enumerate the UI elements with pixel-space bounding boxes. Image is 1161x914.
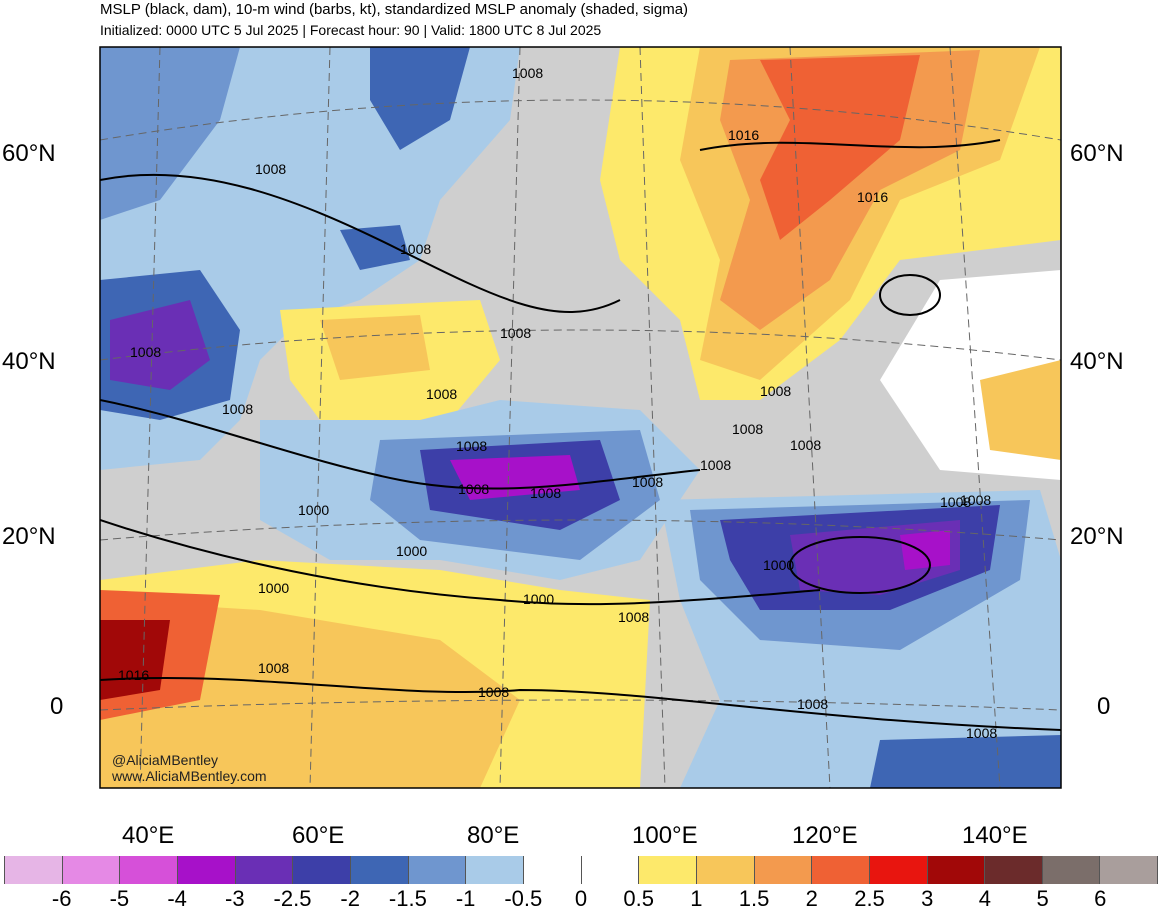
- isobar-label: 1008: [400, 241, 431, 257]
- colorbar-tick-label: 0: [574, 886, 588, 911]
- colorbar-segment: [581, 856, 640, 884]
- colorbar-segment: [523, 856, 582, 884]
- isobar-label: 1008: [760, 383, 791, 399]
- lat-label-right-40: 40°N: [1070, 348, 1124, 375]
- colorbar-tick-label: -2.5: [273, 886, 312, 911]
- lat-label-left-0: 0: [50, 693, 64, 720]
- isobar-label: 1008: [456, 438, 487, 454]
- lat-label-left-40: 40°N: [2, 348, 56, 375]
- colorbar-segment: [235, 856, 294, 884]
- isobar-label: 1000: [763, 557, 794, 573]
- lat-label-left-60: 60°N: [2, 140, 56, 167]
- isobar-label: 1000: [258, 580, 289, 596]
- isobar-label: 1008: [500, 325, 531, 341]
- lon-label-140e: 140°E: [962, 822, 1028, 849]
- colorbar-tick-label: 2.5: [854, 886, 885, 911]
- colorbar-segment: [350, 856, 409, 884]
- isobar-label: 1000: [396, 543, 427, 559]
- colorbar-segment: [696, 856, 755, 884]
- colorbar-tick-label: 4: [978, 886, 992, 911]
- lat-label-right-60: 60°N: [1070, 140, 1124, 167]
- colorbar-tick-label: -2: [340, 886, 360, 911]
- isobar-label: 1008: [790, 437, 821, 453]
- colorbar-tick-label: 2: [805, 886, 818, 911]
- colorbar-segment: [62, 856, 121, 884]
- colorbar-tick-label: -1.5: [388, 886, 427, 911]
- isobar-label: 1008: [478, 684, 509, 700]
- lon-label-120e: 120°E: [792, 822, 858, 849]
- colorbar-tick-label: -6: [51, 886, 72, 911]
- isobar-label: 1000: [298, 502, 329, 518]
- colorbar-segment: [120, 856, 178, 884]
- credit-handle: @AliciaMBentley: [112, 752, 219, 768]
- isobar-label: 1016: [857, 189, 888, 205]
- colorbar-tick-label: -1: [455, 886, 476, 911]
- colorbar-tick-label: -4: [167, 886, 187, 911]
- isobar-label: 1008: [960, 492, 991, 508]
- isobar-label: 1008: [426, 386, 457, 402]
- isobar-label: 1008: [258, 660, 289, 676]
- colorbar-tick-label: -0.5: [504, 886, 543, 911]
- map-frame: [99, 46, 1062, 789]
- colorbar-segment: [4, 856, 63, 884]
- colorbar-tick-label: 1: [690, 886, 703, 911]
- isobar-label: 1008: [966, 725, 997, 741]
- isobar-label: 1008: [458, 481, 489, 497]
- chart-subtitle: Initialized: 0000 UTC 5 Jul 2025 | Forec…: [100, 22, 602, 38]
- isobar-label: 1008: [940, 494, 971, 510]
- isobar-label: 1008: [618, 609, 649, 625]
- colorbar-segment: [754, 856, 813, 884]
- colorbar-segment: [1042, 856, 1101, 884]
- colorbar-tick-label: 3: [921, 886, 934, 911]
- lat-label-right-20: 20°N: [1070, 523, 1124, 550]
- isobars: [100, 139, 1061, 731]
- isobar-label: 1008: [700, 457, 731, 473]
- isobar-label: 1008: [130, 344, 161, 360]
- lon-label-100e: 100°E: [632, 822, 698, 849]
- isobar-label: 1016: [728, 127, 759, 143]
- lon-label-80e: 80°E: [467, 822, 520, 849]
- colorbar-ticks: -6 -5 -4 -3 -2.5 -2 -1.5 -1 -0.5 0 0.5 1 1.5 2 2.5 3 4 5 6: [0, 886, 1161, 914]
- lon-label-40e: 40°E: [122, 822, 175, 849]
- credit-website: www.AliciaMBentley.com: [112, 768, 267, 784]
- lat-label-left-20: 20°N: [2, 523, 56, 550]
- isobar-label: 1008: [530, 485, 561, 501]
- colorbar-segment: [293, 856, 351, 884]
- colorbar-tick-label: 0.5: [623, 886, 654, 911]
- lon-label-60e: 60°E: [292, 822, 345, 849]
- isobar-label: 1008: [255, 161, 286, 177]
- colorbar: [4, 856, 1159, 884]
- isobar-label: 1008: [797, 696, 828, 712]
- lat-label-right-0: 0: [1097, 693, 1111, 720]
- anomaly-shading: [100, 47, 1061, 788]
- isobar-label: 1008: [632, 474, 663, 490]
- chart-title: MSLP (black, dam), 10-m wind (barbs, kt)…: [100, 1, 689, 18]
- colorbar-segment: [639, 856, 697, 884]
- colorbar-segment: [408, 856, 467, 884]
- colorbar-segment: [1100, 856, 1159, 884]
- isobar-label: 1008: [732, 421, 763, 437]
- isobar-label: 1008: [512, 65, 543, 81]
- colorbar-segment: [177, 856, 236, 884]
- isobar-label: 1008: [222, 401, 253, 417]
- colorbar-segment: [466, 856, 524, 884]
- colorbar-segment: [869, 856, 928, 884]
- isobar-label: 1000: [523, 591, 554, 607]
- colorbar-tick-label: -3: [225, 886, 245, 911]
- graticule: [100, 47, 1061, 788]
- colorbar-tick-label: -5: [109, 886, 130, 911]
- colorbar-tick-label: 6: [1094, 886, 1107, 911]
- colorbar-segment: [985, 856, 1043, 884]
- colorbar-tick-label: 1.5: [738, 886, 770, 911]
- isobar-label: 1016: [118, 667, 149, 683]
- colorbar-segment: [927, 856, 986, 884]
- colorbar-segment: [812, 856, 870, 884]
- colorbar-tick-label: 5: [1036, 886, 1049, 911]
